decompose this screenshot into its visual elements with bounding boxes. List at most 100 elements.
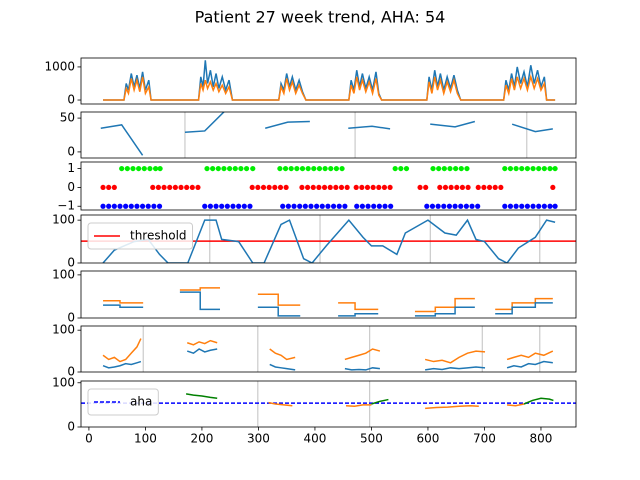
point (304, 184, 311, 191)
point (524, 165, 531, 172)
point (285, 203, 291, 209)
point (311, 165, 317, 172)
point (475, 203, 481, 209)
chart-title: Patient 27 week trend, AHA: 54 (195, 8, 446, 27)
point (241, 203, 247, 209)
series-line (268, 401, 525, 410)
point (161, 184, 167, 191)
point (117, 203, 123, 209)
point (513, 165, 519, 172)
point (463, 203, 469, 209)
point (336, 203, 342, 209)
point (359, 203, 366, 209)
y-tick-label: 100 (52, 267, 75, 281)
plot-background (81, 58, 576, 104)
point (213, 203, 219, 209)
point (446, 203, 453, 209)
point (371, 203, 377, 209)
legend-box (87, 388, 159, 416)
y-tick-label: 0 (67, 93, 75, 107)
point (387, 184, 393, 191)
point (453, 165, 459, 172)
point (475, 184, 481, 191)
point (552, 203, 558, 209)
plot-frame (80, 111, 577, 159)
point (469, 203, 475, 209)
point (219, 203, 225, 209)
point (277, 184, 284, 191)
point (227, 165, 233, 172)
point (342, 203, 348, 209)
point (436, 165, 442, 172)
point (100, 203, 106, 209)
point (550, 184, 556, 191)
series-line (103, 291, 553, 317)
point (250, 165, 256, 172)
plot-frame (80, 161, 577, 211)
point (376, 184, 382, 191)
x-tick-label: 300 (247, 432, 270, 446)
point (106, 203, 112, 209)
legend: aha (87, 388, 159, 416)
x-tick-label: 600 (416, 432, 439, 446)
point (435, 203, 441, 209)
point (424, 203, 430, 209)
series-line (102, 348, 553, 371)
point (486, 184, 493, 191)
point (238, 165, 244, 172)
point (147, 165, 153, 172)
point (316, 165, 323, 172)
point (123, 203, 129, 209)
point (465, 184, 471, 191)
point (464, 165, 470, 172)
point (152, 165, 159, 172)
point (155, 184, 162, 191)
point (498, 184, 504, 191)
point (417, 184, 423, 191)
point (272, 184, 278, 191)
point (321, 184, 328, 191)
y-tick-label: 1000 (44, 59, 75, 73)
point (322, 165, 328, 172)
point (325, 203, 331, 209)
y-tick-label: 100 (52, 375, 75, 389)
y-tick-label: 0 (67, 180, 75, 194)
point (392, 165, 398, 172)
plot-area (102, 338, 554, 371)
point (141, 165, 147, 172)
plot-frame (80, 57, 577, 105)
point (327, 184, 333, 191)
point (330, 203, 337, 209)
plot-area (100, 165, 558, 209)
point (308, 203, 314, 209)
point (547, 165, 553, 172)
y-tick-label: 0 (67, 420, 75, 434)
point (502, 165, 508, 172)
point (184, 184, 190, 191)
x-tick-label: 100 (134, 432, 157, 446)
point (429, 203, 436, 209)
point (215, 165, 221, 172)
point (156, 203, 163, 209)
point (297, 203, 303, 209)
series-line (185, 393, 554, 405)
point (106, 184, 112, 191)
point (442, 184, 449, 191)
plot-frame (80, 214, 577, 264)
point (119, 165, 125, 172)
plot-background (81, 271, 576, 318)
point (288, 165, 294, 172)
point (403, 165, 410, 172)
series-line (100, 112, 553, 156)
point (333, 165, 340, 172)
y-tick-label: 0 (67, 144, 75, 158)
point (344, 184, 350, 191)
point (157, 165, 163, 172)
point (202, 203, 208, 209)
point (280, 203, 286, 209)
point (507, 203, 514, 209)
plot-area (103, 287, 553, 317)
point (145, 203, 151, 209)
point (423, 184, 429, 191)
